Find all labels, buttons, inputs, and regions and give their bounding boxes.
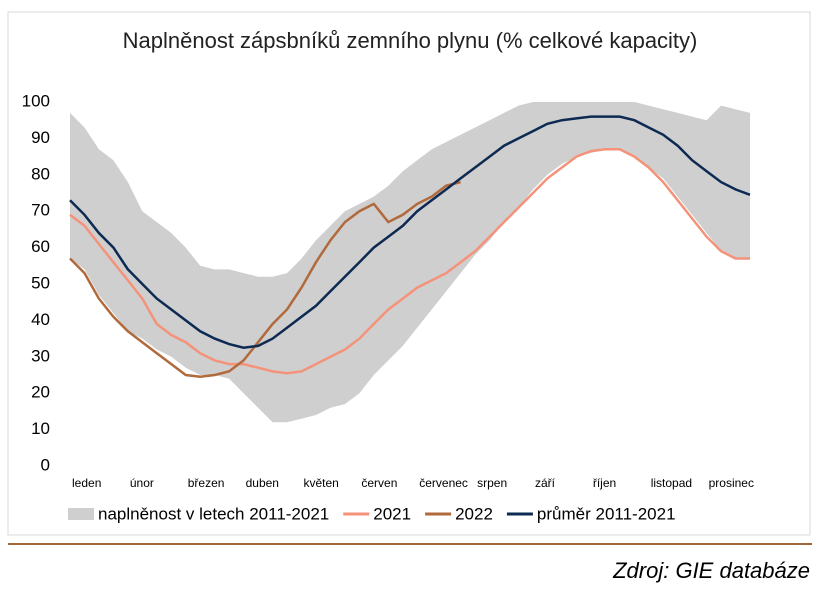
x-tick-label: leden xyxy=(72,476,101,490)
y-tick-label: 100 xyxy=(22,91,50,110)
chart-title: Naplněnost zápsbníků zemního plynu (% ce… xyxy=(122,28,698,53)
legend-label: 2022 xyxy=(455,504,493,523)
series-line xyxy=(69,115,751,349)
x-tick-label: březen xyxy=(188,476,225,490)
y-tick-label: 80 xyxy=(31,164,50,183)
legend-label: naplněnost v letech 2011-2021 xyxy=(98,504,329,523)
x-tick-label: říjen xyxy=(593,476,616,490)
y-tick-label: 60 xyxy=(31,237,50,256)
x-tick-label: červenec xyxy=(419,476,468,490)
y-tick-label: 30 xyxy=(31,346,50,365)
range-band xyxy=(70,102,750,423)
y-tick-label: 90 xyxy=(31,128,50,147)
y-tick-label: 40 xyxy=(31,310,50,329)
x-tick-label: květen xyxy=(303,476,338,490)
y-tick-label: 0 xyxy=(41,455,50,474)
legend-swatch xyxy=(68,508,94,520)
y-tick-label: 70 xyxy=(31,201,50,220)
x-tick-label: srpen xyxy=(477,476,507,490)
series-line xyxy=(69,180,461,379)
x-tick-label: prosinec xyxy=(709,476,754,490)
x-tick-label: listopad xyxy=(651,476,692,490)
series-line xyxy=(69,148,750,375)
y-tick-label: 20 xyxy=(31,383,50,402)
chart-frame xyxy=(7,11,811,536)
source: Zdroj: GIE databáze xyxy=(612,558,810,583)
x-tick-label: únor xyxy=(130,476,154,490)
x-tick-label: září xyxy=(535,476,556,490)
y-tick-label: 50 xyxy=(31,273,50,292)
y-tick-label: 10 xyxy=(31,419,50,438)
x-tick-label: červen xyxy=(361,476,397,490)
legend-label: 2021 xyxy=(373,504,411,523)
x-tick-label: duben xyxy=(246,476,279,490)
legend-label: průměr 2011-2021 xyxy=(537,504,676,523)
